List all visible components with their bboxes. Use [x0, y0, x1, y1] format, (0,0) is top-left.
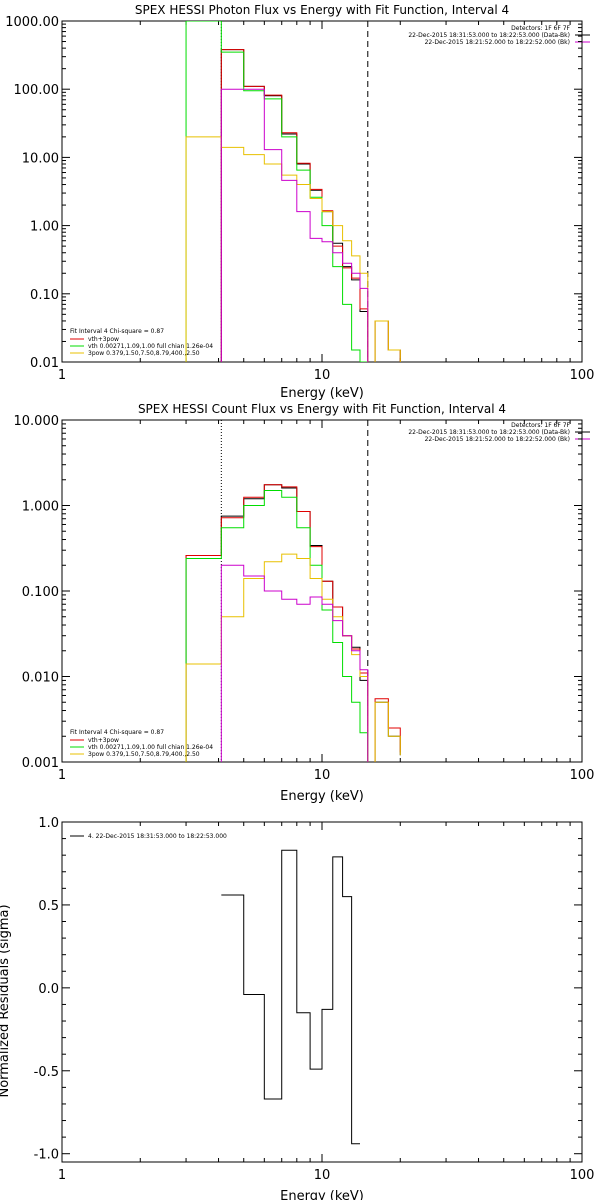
legend-label-3pow: 3pow 0.379,1.50,7.50,8.79,400.,2.50	[88, 751, 200, 758]
x-tick-label: 10	[314, 768, 331, 783]
y-tick-label: 1.0	[38, 816, 59, 831]
y-axis-label: Normalized Residuals (sigma)	[0, 904, 12, 1097]
x-axis-ticks	[61, 420, 583, 762]
y-tick-label: 1.00	[30, 220, 59, 235]
y-tick-label: -1.0	[34, 1148, 59, 1163]
series-line-3	[185, 553, 401, 762]
x-axis-label: Energy (keV)	[280, 789, 364, 804]
count-flux-panel: SPEX HESSI Count Flux vs Energy with Fit…	[14, 402, 595, 804]
bk-interval-label: 22-Dec-2015 18:21:52.000 to 18:22:52.000…	[425, 436, 570, 443]
plot-frame	[61, 821, 583, 1163]
y-tick-label: 0.0	[38, 982, 59, 997]
legend-label-vth-3pow: vth+3pow	[88, 336, 119, 343]
fit-legend: Fit Interval 4 Chi-square = 0.87 vth+3po…	[70, 729, 213, 758]
chart-title: SPEX HESSI Photon Flux vs Energy with Fi…	[135, 3, 509, 17]
legend-label-interval: 4. 22-Dec-2015 18:31:53.000 to 18:22:53.…	[88, 833, 227, 840]
photon-flux-panel: SPEX HESSI Photon Flux vs Energy with Fi…	[5, 3, 594, 401]
y-tick-label: 0.010	[22, 671, 59, 686]
y-tick-label: 100.00	[14, 83, 60, 98]
y-tick-label: 0.100	[22, 585, 59, 600]
bk-interval-label: 22-Dec-2015 18:21:52.000 to 18:22:52.000…	[425, 39, 570, 46]
y-tick-label: -0.5	[34, 1065, 59, 1080]
y-tick-label: 1.000	[22, 500, 59, 515]
series-line-3	[185, 136, 401, 362]
fit-legend-title: Fit Interval 4 Chi-square = 0.87	[70, 729, 164, 736]
x-tick-label: 10	[314, 1168, 331, 1183]
data-interval-label: 22-Dec-2015 18:31:53.000 to 18:22:53.000…	[408, 32, 570, 39]
y-axis-ticks	[62, 821, 582, 1155]
x-tick-label: 100	[570, 368, 595, 383]
series-line-2	[185, 21, 368, 362]
residuals-panel: 4. 22-Dec-2015 18:31:53.000 to 18:22:53.…	[0, 816, 594, 1200]
x-tick-label: 1	[58, 368, 66, 383]
detectors-label: Detectors: 1F 6F 7F	[511, 422, 570, 429]
x-tick-label: 10	[314, 368, 331, 383]
y-axis-ticks	[62, 20, 582, 363]
chart-title: SPEX HESSI Count Flux vs Energy with Fit…	[138, 402, 506, 416]
x-tick-label: 1	[58, 1168, 66, 1183]
y-tick-label: 0.01	[30, 356, 59, 371]
fit-legend: Fit Interval 4 Chi-square = 0.87 vth+3po…	[70, 328, 213, 357]
legend-label-3pow: 3pow 0.379,1.50,7.50,8.79,400.,2.50	[88, 350, 200, 357]
x-tick-label: 100	[570, 1168, 595, 1183]
header-text: Detectors: 1F 6F 7F 22-Dec-2015 18:31:53…	[408, 25, 590, 46]
series-line-4	[220, 564, 369, 762]
fit-legend-title: Fit Interval 4 Chi-square = 0.87	[70, 328, 164, 335]
legend-label-vth: vth 0.00271,1.09,1.00 full chian 1.26e-0…	[88, 343, 213, 350]
series-line-0	[221, 849, 360, 1145]
series-line-0	[220, 49, 401, 362]
x-axis-label: Energy (keV)	[280, 386, 364, 401]
series-line-4	[220, 88, 369, 362]
series-line-1	[220, 49, 401, 362]
legend-label-vth-3pow: vth+3pow	[88, 737, 119, 744]
legend-label-vth: vth 0.00271,1.09,1.00 full chian 1.26e-0…	[88, 744, 213, 751]
header-text: Detectors: 1F 6F 7F 22-Dec-2015 18:31:53…	[408, 422, 590, 443]
data-interval-label: 22-Dec-2015 18:31:53.000 to 18:22:53.000…	[408, 429, 570, 436]
y-tick-label: 0.10	[30, 288, 59, 303]
y-tick-label: 0.001	[22, 756, 59, 771]
residual-legend: 4. 22-Dec-2015 18:31:53.000 to 18:22:53.…	[70, 833, 227, 840]
y-tick-label: 10.00	[22, 151, 59, 166]
y-tick-label: 0.5	[38, 899, 59, 914]
x-axis-label: Energy (keV)	[280, 1189, 364, 1200]
y-tick-label: 1000.00	[5, 15, 59, 30]
detectors-label: Detectors: 1F 6F 7F	[511, 25, 570, 32]
x-axis-ticks	[61, 822, 583, 1162]
series-line-2	[185, 489, 369, 762]
x-tick-label: 100	[570, 768, 595, 783]
y-axis-ticks	[62, 419, 582, 763]
x-tick-label: 1	[58, 768, 66, 783]
y-tick-label: 10.000	[14, 414, 60, 429]
